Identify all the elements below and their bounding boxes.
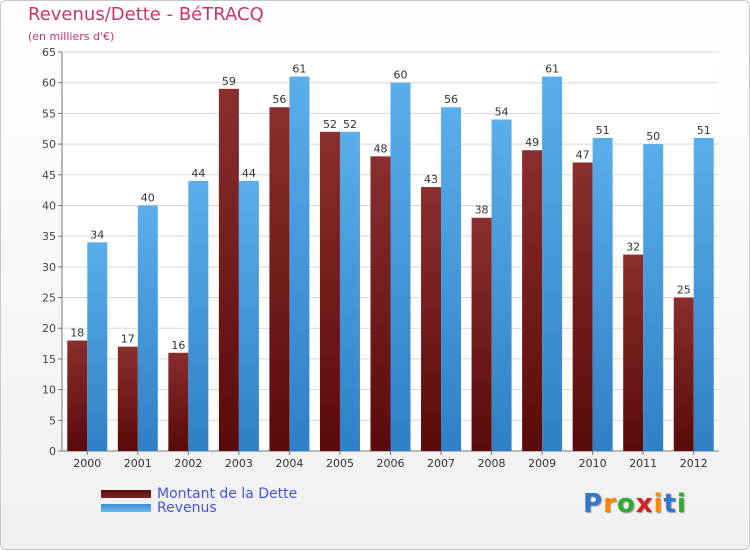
bar-revenue <box>643 144 664 452</box>
y-tick-label: 35 <box>42 230 56 243</box>
x-tick-label: 2006 <box>377 457 405 470</box>
x-tick-label: 2010 <box>579 457 607 470</box>
data-label-revenue: 60 <box>394 69 408 82</box>
bar-revenue <box>188 180 209 451</box>
bar-revenue <box>137 205 158 451</box>
data-label-debt: 49 <box>525 136 539 149</box>
data-label-revenue: 44 <box>242 167 256 180</box>
data-label-debt: 18 <box>70 327 84 340</box>
bar-debt <box>471 217 492 451</box>
data-label-revenue: 54 <box>495 106 509 119</box>
y-tick-label: 25 <box>42 292 56 305</box>
legend-swatch-revenue <box>101 504 151 512</box>
x-tick-label: 2005 <box>326 457 354 470</box>
bar-revenue <box>592 137 613 451</box>
y-tick-label: 40 <box>42 199 56 212</box>
data-label-revenue: 52 <box>343 118 357 131</box>
data-label-debt: 52 <box>323 118 337 131</box>
data-label-revenue: 34 <box>90 228 104 241</box>
bar-debt <box>117 346 138 451</box>
bar-revenue <box>693 137 714 451</box>
data-label-revenue: 61 <box>545 63 559 76</box>
y-tick-label: 5 <box>49 414 56 427</box>
bar-debt <box>67 340 88 451</box>
bar-revenue <box>87 242 108 451</box>
x-tick-label: 2001 <box>124 457 152 470</box>
y-tick-label: 10 <box>42 384 56 397</box>
legend-swatch-debt <box>101 490 151 498</box>
bar-debt <box>421 187 442 452</box>
bar-debt <box>269 107 290 451</box>
y-tick-label: 50 <box>42 138 56 151</box>
x-tick-label: 2012 <box>680 457 708 470</box>
bar-debt <box>623 254 644 451</box>
x-tick-label: 2002 <box>174 457 202 470</box>
bar-debt <box>168 352 189 451</box>
data-label-debt: 32 <box>626 241 640 254</box>
y-tick-label: 15 <box>42 353 56 366</box>
data-label-revenue: 44 <box>191 167 205 180</box>
x-tick-label: 2009 <box>528 457 556 470</box>
data-label-debt: 59 <box>222 75 236 88</box>
data-label-revenue: 61 <box>292 63 306 76</box>
data-label-debt: 25 <box>677 284 691 297</box>
data-label-debt: 43 <box>424 173 438 186</box>
data-label-debt: 48 <box>374 142 388 155</box>
data-label-revenue: 51 <box>596 124 610 137</box>
bar-debt <box>218 88 239 451</box>
data-label-debt: 56 <box>272 93 286 106</box>
x-tick-label: 2000 <box>73 457 101 470</box>
bar-revenue <box>339 131 360 452</box>
bar-debt <box>522 150 543 451</box>
legend-label-revenue: Revenus <box>157 500 217 516</box>
x-tick-label: 2008 <box>478 457 506 470</box>
bar-revenue <box>491 119 512 452</box>
y-tick-label: 60 <box>42 77 56 90</box>
bar-revenue <box>289 76 310 452</box>
proxiti-logo: Proxiti <box>583 489 687 519</box>
legend-label-debt: Montant de la Dette <box>157 486 298 502</box>
data-label-revenue: 51 <box>697 124 711 137</box>
x-tick-label: 2011 <box>629 457 657 470</box>
data-label-debt: 38 <box>475 204 489 217</box>
bar-debt <box>370 156 391 451</box>
data-label-debt: 17 <box>121 333 135 346</box>
chart-title: Revenus/Dette - BéTRACQ <box>28 4 264 25</box>
bar-revenue <box>542 76 563 452</box>
data-label-revenue: 56 <box>444 93 458 106</box>
bar-debt <box>319 131 340 452</box>
bar-debt <box>673 297 694 451</box>
data-label-debt: 47 <box>576 148 590 161</box>
y-tick-label: 55 <box>42 107 56 120</box>
x-tick-label: 2003 <box>225 457 253 470</box>
bar-revenue <box>238 180 259 451</box>
y-tick-label: 30 <box>42 261 56 274</box>
bar-revenue <box>390 82 411 451</box>
data-label-revenue: 50 <box>646 130 660 143</box>
y-tick-label: 45 <box>42 169 56 182</box>
y-tick-label: 20 <box>42 322 56 335</box>
y-tick-label: 0 <box>49 445 56 458</box>
chart-subtitle: (en milliers d'€) <box>28 30 115 43</box>
bar-debt <box>572 162 593 451</box>
bar-revenue <box>441 107 462 451</box>
data-label-debt: 16 <box>171 339 185 352</box>
x-tick-label: 2007 <box>427 457 455 470</box>
y-tick-label: 65 <box>42 46 56 59</box>
data-label-revenue: 40 <box>141 191 155 204</box>
x-tick-label: 2004 <box>275 457 303 470</box>
